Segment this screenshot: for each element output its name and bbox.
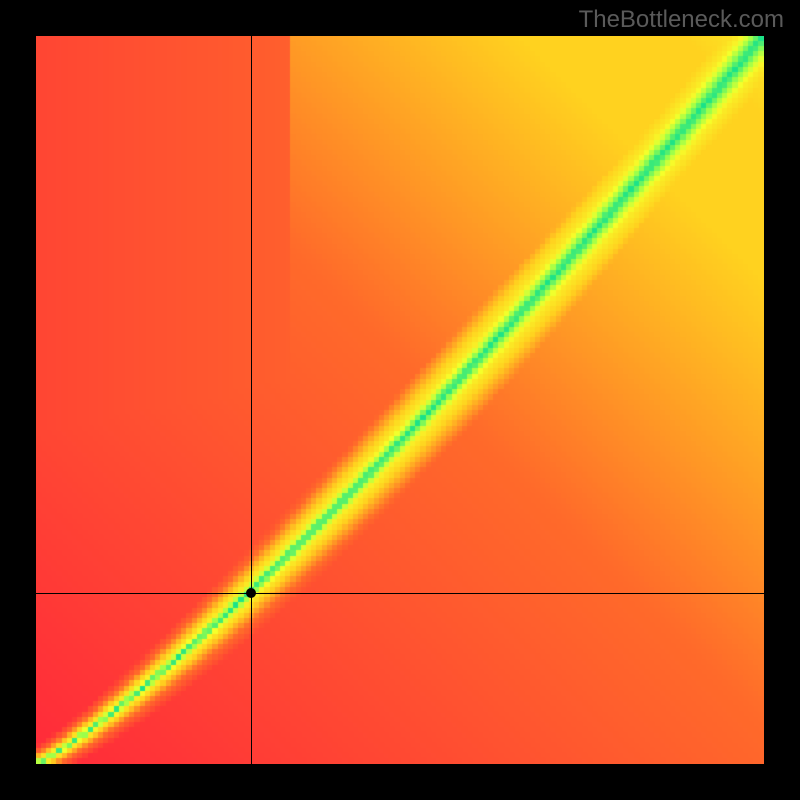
heatmap-canvas — [36, 36, 764, 764]
crosshair-vertical — [251, 36, 252, 764]
crosshair-horizontal — [36, 593, 764, 594]
crosshair-marker — [246, 588, 256, 598]
chart-container: TheBottleneck.com — [0, 0, 800, 800]
plot-area — [36, 36, 764, 764]
watermark-text: TheBottleneck.com — [579, 6, 784, 34]
